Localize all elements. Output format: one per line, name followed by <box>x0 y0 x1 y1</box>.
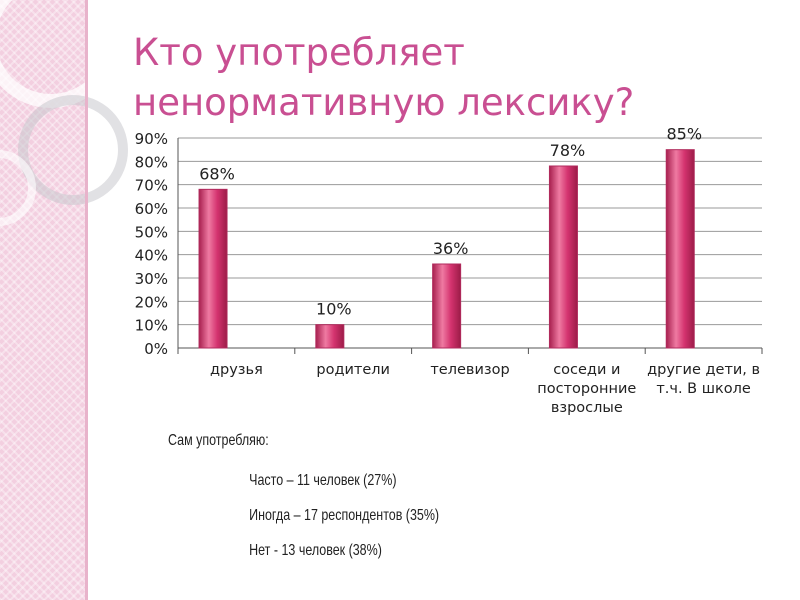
notes-heading: Сам употребляю: <box>168 432 269 449</box>
notes-line-often: Часто – 11 человек (27%) <box>249 472 397 489</box>
strip-edge <box>85 0 88 600</box>
x-category-label: т.ч. В школе <box>656 381 751 397</box>
bar <box>432 263 462 349</box>
x-category-label: друзья <box>210 362 263 378</box>
bar <box>198 188 228 349</box>
y-tick-label: 70% <box>135 177 168 195</box>
bar <box>665 149 695 349</box>
y-tick-label: 0% <box>144 340 168 358</box>
slide-title: Кто употребляет ненормативную лексику? <box>133 31 635 124</box>
data-label: 78% <box>550 141 586 160</box>
y-tick-label: 10% <box>135 317 168 335</box>
notes-line-never: Нет - 13 человек (38%) <box>249 542 382 559</box>
decorative-circle <box>18 95 128 205</box>
data-label: 85% <box>666 125 702 144</box>
data-label: 10% <box>316 300 352 319</box>
x-category-label: телевизор <box>430 362 509 378</box>
y-tick-label: 90% <box>135 130 168 148</box>
y-tick-label: 30% <box>135 270 168 288</box>
x-category-label: соседи и <box>553 362 620 378</box>
y-tick-label: 50% <box>135 223 168 241</box>
decorative-side-strip <box>0 0 128 600</box>
bar <box>315 324 345 349</box>
x-category-label: другие дети, в <box>647 362 760 378</box>
y-tick-label: 80% <box>135 153 168 171</box>
y-tick-label: 20% <box>135 293 168 311</box>
data-label: 68% <box>199 164 235 183</box>
x-category-label: родители <box>316 362 390 378</box>
data-label: 36% <box>433 239 469 258</box>
bar <box>548 165 578 349</box>
y-tick-label: 40% <box>135 247 168 265</box>
survey-notes: Сам употребляю: Часто – 11 человек (27%)… <box>168 432 480 577</box>
x-category-label: посторонние <box>537 381 636 397</box>
notes-line-sometimes: Иногда – 17 респондентов (35%) <box>249 507 440 524</box>
x-category-label: взрослые <box>551 400 623 416</box>
y-tick-label: 60% <box>135 200 168 218</box>
